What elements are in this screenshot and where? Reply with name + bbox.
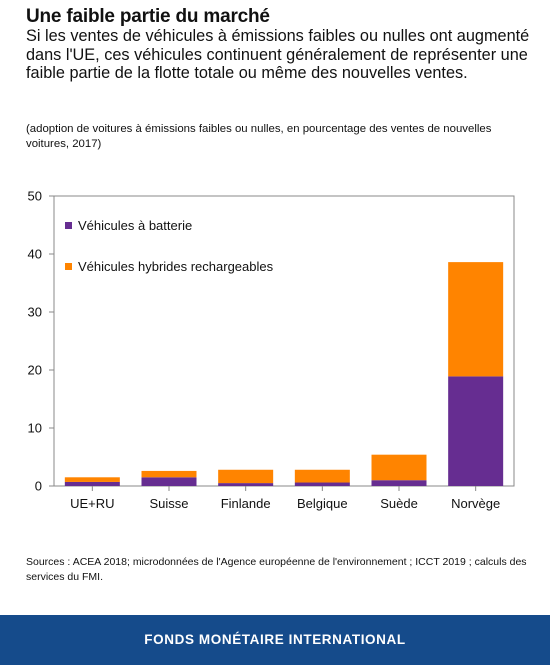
chart-subtitle: Si les ventes de véhicules à émissions f… (26, 27, 530, 82)
bar-segment-battery (141, 477, 197, 486)
x-tick-label: Finlande (221, 496, 271, 511)
bar-segment-plugin-hybrid (141, 470, 197, 478)
y-tick-label: 20 (28, 363, 42, 378)
bar-segment-plugin-hybrid (448, 262, 504, 377)
y-tick-label: 40 (28, 247, 42, 262)
y-tick-label: 0 (35, 479, 42, 494)
x-tick-label: Suisse (149, 496, 188, 511)
bar-segment-plugin-hybrid (294, 469, 350, 483)
x-tick-label: UE+RU (70, 496, 114, 511)
bar-segment-battery (294, 482, 350, 486)
stacked-bar-chart: 0 10 20 30 40 50 UE+RU Suisse Finlande Belgique Su… (28, 189, 515, 511)
x-tick-label: Belgique (297, 496, 348, 511)
legend-label: Véhicules à batterie (78, 218, 192, 233)
bar-segment-battery (371, 480, 427, 486)
plot-area: 0 10 20 30 40 50 UE+RU Suisse Finlande Belgique Su… (28, 189, 515, 511)
bar-segment-battery (218, 483, 274, 486)
sources-note: Sources : ACEA 2018; microdonnées de l'A… (26, 556, 527, 583)
y-tick-label: 50 (28, 189, 42, 204)
bar-segment-battery (448, 376, 504, 486)
chart-note: (adoption de voitures à émissions faible… (26, 123, 492, 150)
bar-segment-plugin-hybrid (371, 454, 427, 481)
legend-swatch (65, 263, 72, 270)
x-tick-label: Norvège (451, 496, 500, 511)
bar-segment-plugin-hybrid (64, 477, 120, 482)
legend-label: Véhicules hybrides rechargeables (78, 259, 274, 274)
plot-frame (53, 195, 515, 487)
y-tick-label: 10 (28, 421, 42, 436)
x-tick-label: Suède (380, 496, 418, 511)
bar-segment-battery (64, 481, 120, 486)
footer-banner: FONDS MONÉTAIRE INTERNATIONAL (0, 615, 550, 665)
chart-title: Une faible partie du marché (26, 6, 270, 27)
bar-segment-plugin-hybrid (218, 469, 274, 484)
legend-swatch (65, 222, 72, 229)
y-tick-label: 30 (28, 305, 42, 320)
